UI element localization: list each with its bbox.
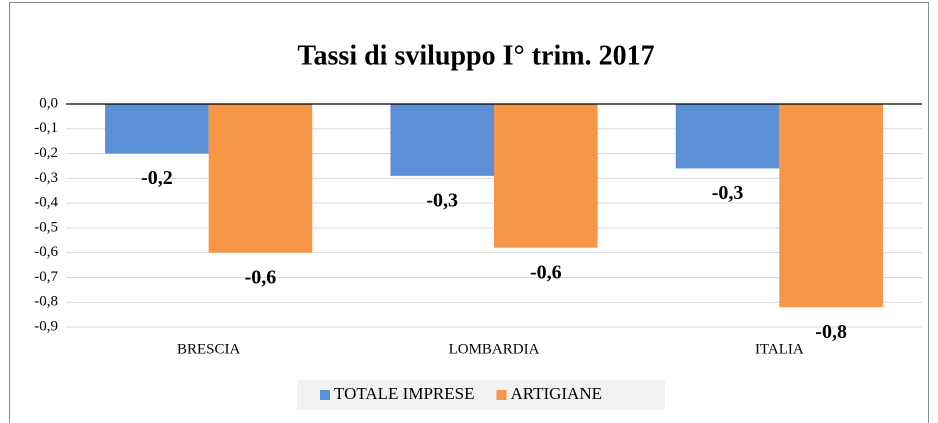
bar <box>675 104 780 169</box>
bar <box>105 104 209 154</box>
x-tick-label: LOMBARDIA <box>449 341 540 357</box>
y-tick-label: -0,4 <box>34 195 58 211</box>
x-tick-label: BRESCIA <box>177 341 241 357</box>
legend-swatch <box>496 390 507 400</box>
data-label: -0,3 <box>426 189 458 211</box>
y-tick-label: 0,0 <box>39 95 58 111</box>
data-label: -0,3 <box>712 182 744 204</box>
data-label: -0,6 <box>245 266 277 288</box>
y-tick-label: -0,2 <box>34 145 58 161</box>
y-tick-label: -0,1 <box>34 120 58 136</box>
legend-swatch <box>320 390 330 400</box>
x-tick-label: ITALIA <box>755 341 804 357</box>
data-label: -0,8 <box>815 321 847 343</box>
bar <box>208 104 313 253</box>
y-tick-label: -0,9 <box>34 318 58 334</box>
data-label: -0,2 <box>141 167 173 189</box>
bar <box>494 104 598 248</box>
chart-title: Tassi di sviluppo I° trim. 2017 <box>297 40 654 71</box>
y-tick-label: -0,8 <box>34 294 58 310</box>
legend-box <box>297 380 665 410</box>
legend-label: TOTALE IMPRESE <box>334 384 474 403</box>
bar <box>779 104 883 308</box>
y-tick-label: -0,3 <box>34 170 58 186</box>
y-tick-label: -0,5 <box>34 219 58 235</box>
bar <box>390 104 494 176</box>
chart-frame <box>9 2 929 423</box>
data-label: -0,6 <box>530 261 562 283</box>
y-tick-label: -0,7 <box>34 269 58 285</box>
y-tick-label: -0,6 <box>34 244 58 260</box>
legend-label: ARTIGIANE <box>510 384 602 403</box>
